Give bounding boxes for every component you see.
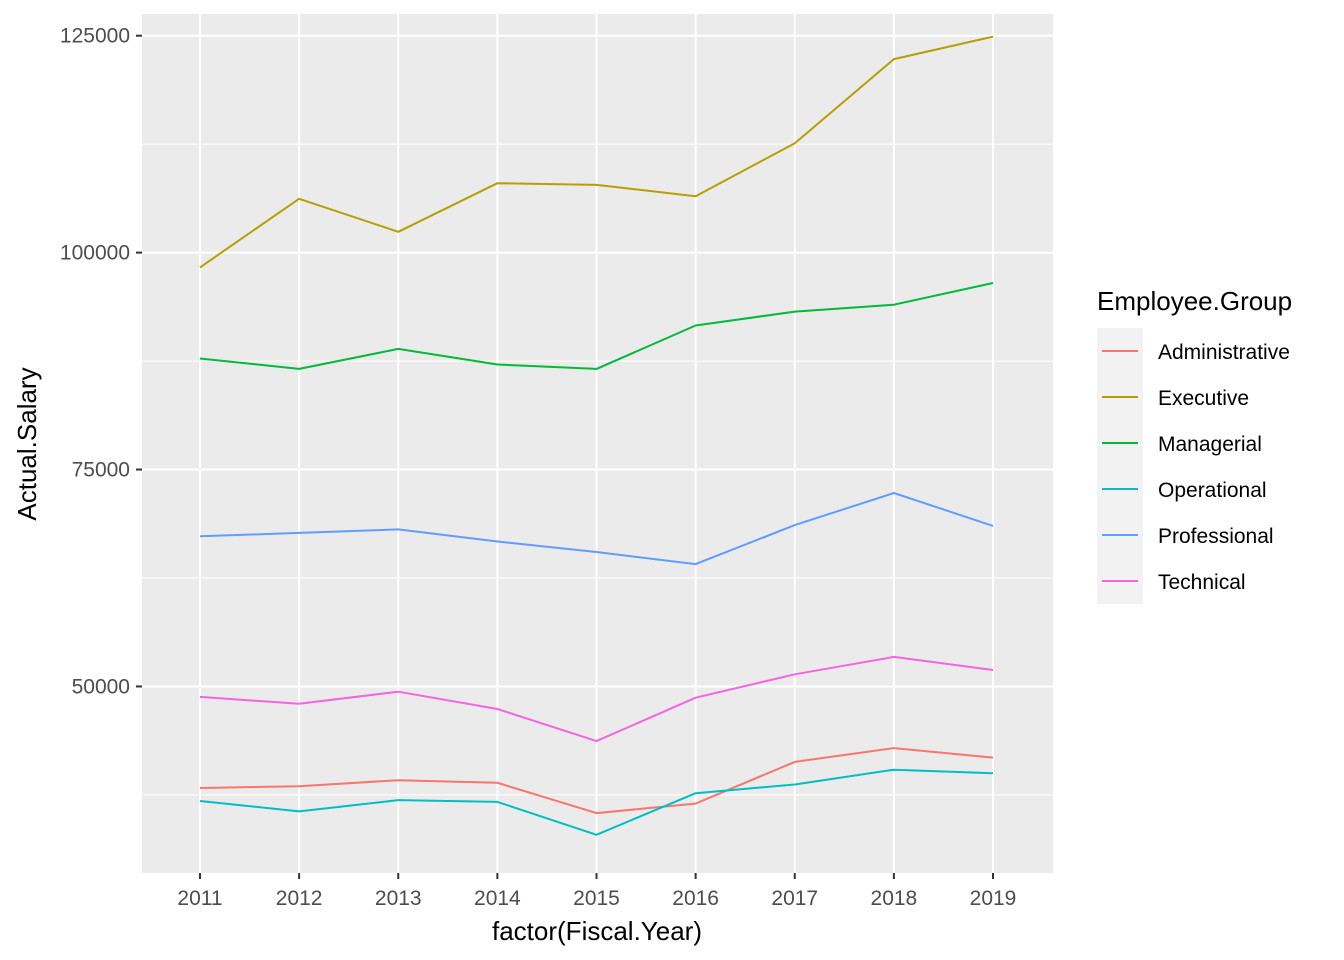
x-tick-label: 2014 (474, 887, 521, 910)
x-axis-title: factor(Fiscal.Year) (492, 916, 702, 946)
legend-label: Professional (1158, 525, 1274, 548)
series-line-operational (199, 768, 994, 836)
y-tick-label: 100000 (60, 242, 130, 265)
x-axis-ticks: 2011 2012 2013 2014 2015 2016 2017 2018 2019 (177, 873, 1016, 910)
x-tick-label: 2019 (970, 887, 1017, 910)
y-tick-label: 50000 (72, 675, 130, 698)
legend: Employee.Group Administrative Executive Ma… (1097, 286, 1292, 604)
series-lines (199, 35, 994, 836)
y-axis-ticks: 50000 75000 100000 125000 (60, 25, 142, 698)
legend-label: Managerial (1158, 433, 1262, 456)
legend-keys: Administrative Executive Managerial Operati… (1097, 328, 1290, 604)
x-tick-label: 2017 (771, 887, 818, 910)
x-tick-label: 2018 (871, 887, 918, 910)
y-axis-title: Actual.Salary (12, 367, 42, 520)
legend-label: Executive (1158, 387, 1249, 410)
major-gridlines (142, 14, 1053, 873)
y-tick-label: 75000 (72, 459, 130, 482)
legend-label: Administrative (1158, 341, 1290, 364)
x-tick-label: 2013 (375, 887, 422, 910)
series-line-executive (199, 35, 994, 269)
series-line-managerial (199, 282, 994, 370)
x-tick-label: 2011 (177, 887, 222, 910)
x-tick-label: 2016 (672, 887, 719, 910)
legend-title: Employee.Group (1097, 286, 1292, 316)
x-tick-label: 2015 (573, 887, 620, 910)
x-tick-label: 2012 (276, 887, 323, 910)
y-tick-label: 125000 (60, 25, 130, 48)
legend-label: Technical (1158, 571, 1246, 594)
series-line-professional (199, 492, 994, 566)
series-line-administrative (199, 747, 994, 815)
legend-label: Operational (1158, 479, 1267, 502)
series-line-technical (199, 655, 994, 743)
